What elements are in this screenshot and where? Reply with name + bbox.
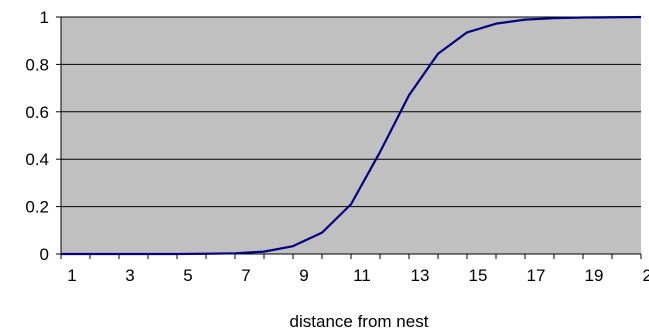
y-tick-label: 0 — [40, 245, 49, 264]
x-tick-label: 13 — [411, 266, 430, 285]
x-axis-title: distance from nest — [290, 312, 429, 331]
x-tick-label: 15 — [469, 266, 488, 285]
plot-area — [61, 17, 641, 254]
x-tick-label: 3 — [125, 266, 134, 285]
x-tick-label: 5 — [183, 266, 192, 285]
x-tick-label: 9 — [299, 266, 308, 285]
x-tick-label: 19 — [585, 266, 604, 285]
x-tick-label: 17 — [527, 266, 546, 285]
series-layer — [61, 15, 642, 256]
gridlines — [61, 16, 641, 208]
y-tick-label: 0.4 — [25, 150, 49, 169]
y-tick-label: 0.2 — [25, 198, 49, 217]
y-tick-label: 0.6 — [25, 103, 49, 122]
x-tick-label: 7 — [241, 266, 250, 285]
y-tick-label: 0.8 — [25, 55, 49, 74]
x-tick-label: 21 — [643, 266, 649, 285]
series-line — [61, 15, 642, 256]
tick-labels: 00.20.40.60.8113579111315171921 — [25, 8, 649, 285]
y-tick-label: 1 — [40, 8, 49, 27]
x-tick-label: 11 — [353, 266, 371, 285]
x-tick-label: 1 — [67, 266, 76, 285]
